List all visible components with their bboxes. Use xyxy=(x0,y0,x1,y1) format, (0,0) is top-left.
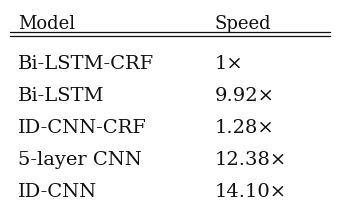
Text: 1.28×: 1.28× xyxy=(215,119,275,137)
Text: 14.10×: 14.10× xyxy=(215,183,287,201)
Text: 12.38×: 12.38× xyxy=(215,151,287,169)
Text: Bi-LSTM-CRF: Bi-LSTM-CRF xyxy=(18,55,154,73)
Text: ID-CNN: ID-CNN xyxy=(18,183,97,201)
Text: Speed: Speed xyxy=(215,15,272,33)
Text: Model: Model xyxy=(18,15,75,33)
Text: ID-CNN-CRF: ID-CNN-CRF xyxy=(18,119,147,137)
Text: 9.92×: 9.92× xyxy=(215,87,275,105)
Text: Bi-LSTM: Bi-LSTM xyxy=(18,87,104,105)
Text: 5-layer CNN: 5-layer CNN xyxy=(18,151,142,169)
Text: 1×: 1× xyxy=(215,55,244,73)
